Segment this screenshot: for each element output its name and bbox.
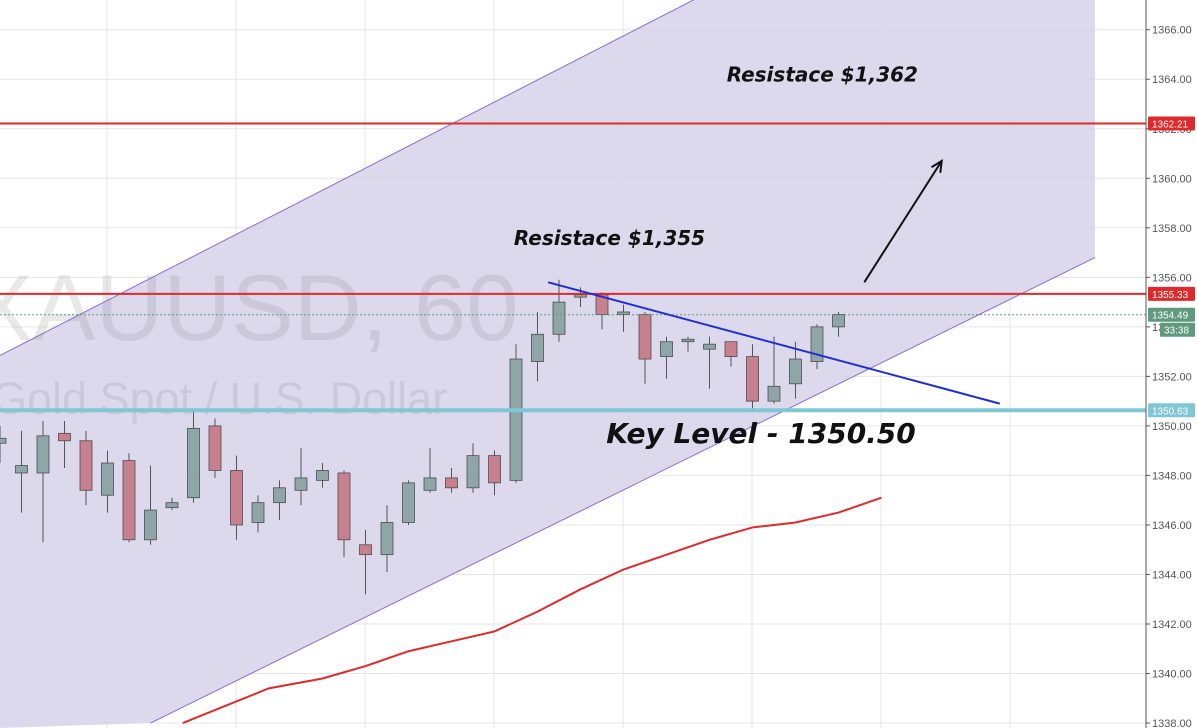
level-price-tag-label: 1362.21 bbox=[1152, 120, 1189, 131]
candle-body-up bbox=[574, 294, 587, 298]
candle-body-up bbox=[703, 343, 716, 350]
candle-body-up bbox=[767, 385, 781, 402]
candle-body-up bbox=[101, 462, 114, 496]
axis-tick-label: 1364.00 bbox=[1152, 74, 1192, 86]
candle-body-up bbox=[509, 358, 523, 481]
moving-average-line bbox=[182, 496, 882, 724]
candle-body-down bbox=[122, 460, 136, 541]
countdown-tag bbox=[1160, 322, 1195, 337]
candle-body-down bbox=[724, 341, 738, 357]
watermark: XAUUSD, 60 Gold Spot / U.S. Dollar bbox=[0, 255, 519, 424]
axis-tick-label: 1346.00 bbox=[1152, 520, 1192, 532]
price-channel bbox=[0, 0, 1096, 728]
watermark-symbol: XAUUSD, 60 bbox=[0, 255, 519, 360]
candle-body-up bbox=[187, 427, 200, 499]
candle-body-down bbox=[208, 425, 222, 471]
candle-body-up bbox=[316, 470, 329, 481]
candle-body-down bbox=[230, 470, 243, 526]
candle-body-up bbox=[15, 465, 28, 474]
watermark-instrument: Gold Spot / U.S. Dollar bbox=[0, 373, 447, 424]
candle-body-up bbox=[165, 502, 179, 509]
annotation-label: Resistace $1,355 bbox=[514, 226, 705, 250]
candle-body-up bbox=[552, 301, 566, 335]
candle-body-up bbox=[466, 455, 480, 489]
candle-body-down bbox=[488, 455, 501, 484]
axis-tick-label: 1338.00 bbox=[1152, 718, 1192, 728]
candle-body-down bbox=[638, 314, 652, 360]
level-price-tag-label: 1350.63 bbox=[1152, 406, 1189, 417]
descending-trendline bbox=[547, 281, 1001, 405]
axis-tick-label: 1340.00 bbox=[1152, 669, 1192, 681]
axis-tick-label: 1360.00 bbox=[1152, 173, 1192, 185]
candle-body-up bbox=[0, 437, 7, 444]
candle-body-up bbox=[294, 477, 308, 491]
horizontal-levels bbox=[0, 122, 1146, 413]
candle-body-up bbox=[380, 522, 394, 556]
axis-tick-label: 1356.00 bbox=[1152, 272, 1192, 284]
trendlines bbox=[547, 159, 1001, 405]
level-price-tag-label: 1355.33 bbox=[1152, 290, 1189, 301]
candle-body-up bbox=[36, 435, 50, 474]
channel-upper-line bbox=[0, 0, 695, 357]
candle-body-down bbox=[445, 477, 458, 489]
candle-body-down bbox=[79, 440, 93, 491]
arrow-shaft bbox=[863, 160, 943, 283]
countdown-tag-label: 33:38 bbox=[1164, 326, 1189, 337]
moving-average bbox=[182, 496, 882, 724]
axis-tick-label: 1358.00 bbox=[1152, 223, 1192, 235]
axis-tick-label: 1366.00 bbox=[1152, 25, 1192, 37]
candle-body-up bbox=[402, 482, 415, 523]
annotation-label: Key Level - 1350.50 bbox=[606, 417, 915, 450]
arrow-icon bbox=[930, 159, 943, 173]
candle-body-up bbox=[617, 311, 630, 315]
candle-body-up bbox=[531, 333, 544, 362]
axis-tick-label: 1344.00 bbox=[1152, 569, 1192, 581]
level-price-tag bbox=[1148, 286, 1195, 301]
axis-tick-label: 1348.00 bbox=[1152, 470, 1192, 482]
channel-fill bbox=[0, 0, 1095, 728]
candle-body-up bbox=[144, 509, 157, 541]
axis-tick-label: 1342.00 bbox=[1152, 619, 1192, 631]
annotations: Resistace $1,362 Resistace $1,355 Key Leve… bbox=[514, 63, 918, 451]
candle-body-up bbox=[660, 341, 673, 357]
level-price-tag bbox=[1148, 116, 1195, 131]
axis-tick-label: 1352.00 bbox=[1152, 371, 1192, 383]
channel-lower-line bbox=[150, 257, 1096, 724]
candle-body-down bbox=[746, 356, 759, 402]
candle-body-down bbox=[58, 432, 71, 442]
candle-body-up bbox=[273, 487, 286, 504]
axis-tick-label: 1350.00 bbox=[1152, 421, 1192, 433]
current-price-tag bbox=[1148, 307, 1195, 322]
current-price-tag-label: 1354.49 bbox=[1152, 311, 1189, 322]
candle-body-up bbox=[789, 358, 802, 385]
annotation-label: Resistace $1,362 bbox=[727, 63, 918, 87]
candle-body-down bbox=[359, 544, 372, 556]
level-price-tag bbox=[1148, 403, 1195, 418]
candle-body-up bbox=[423, 477, 437, 491]
price-axis: 1338.00 1340.00 1342.00 1344.00 1346.00 1348.… bbox=[1145, 0, 1197, 728]
candles bbox=[0, 279, 845, 595]
candle-body-down bbox=[337, 472, 351, 541]
candle-body-up bbox=[251, 502, 265, 523]
candle-body-up bbox=[832, 314, 845, 328]
candle-body-up bbox=[681, 338, 695, 343]
